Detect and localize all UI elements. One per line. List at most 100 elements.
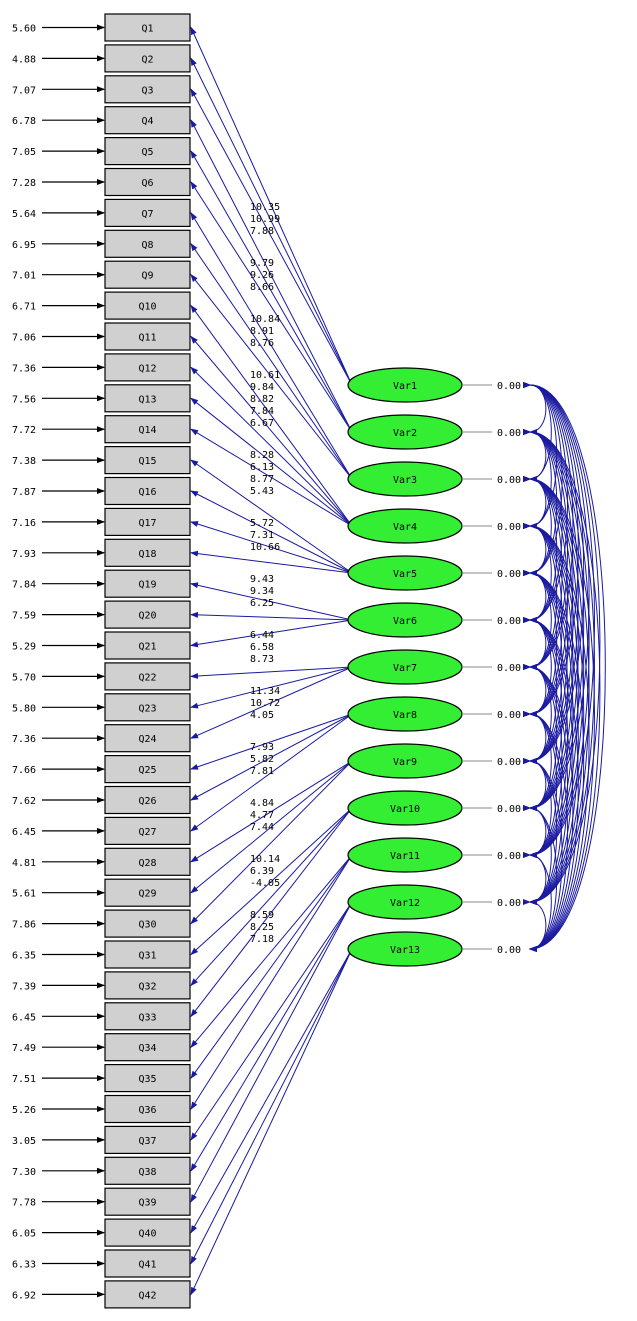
loading-arrow bbox=[190, 666, 353, 709]
observed-box bbox=[104, 322, 191, 351]
observed-q29: Q29 bbox=[104, 878, 191, 907]
error-variance-label: 6.35 bbox=[12, 951, 36, 962]
observed-box bbox=[104, 693, 191, 722]
loading-arrow bbox=[190, 181, 353, 433]
error-variance-label: 6.33 bbox=[12, 1260, 36, 1271]
latent-label: Var13 bbox=[390, 945, 420, 956]
loading-value-label: 8.73 bbox=[250, 654, 274, 665]
latent-var9: Var9 0.00 bbox=[347, 743, 521, 779]
observed-label: Q16 bbox=[138, 487, 156, 498]
loading-value-label: 9.84 bbox=[250, 382, 274, 393]
observed-q3: Q3 bbox=[104, 75, 191, 104]
error-q1: 5.60 bbox=[12, 24, 105, 35]
latent-var11: Var11 0.00 bbox=[347, 837, 521, 873]
observed-q21: Q21 bbox=[104, 631, 191, 660]
covariance-arc bbox=[522, 428, 574, 717]
observed-box bbox=[104, 662, 191, 691]
observed-label: Q27 bbox=[138, 827, 156, 838]
latent-layer: Var1 0.00 Var2 0.00 Var3 0.00 Var4 0.00 Var5 0.00… bbox=[347, 367, 521, 967]
observed-label: Q25 bbox=[138, 765, 156, 776]
observed-box bbox=[104, 13, 191, 42]
loading-arrow bbox=[190, 713, 353, 801]
observed-q18: Q18 bbox=[104, 538, 191, 567]
observed-label: Q20 bbox=[138, 611, 156, 622]
loading-value-label: -4.05 bbox=[250, 878, 280, 889]
latent-label: Var10 bbox=[390, 804, 420, 815]
latent-variance-label: 0.00 bbox=[497, 663, 521, 674]
observed-label: Q10 bbox=[138, 302, 156, 313]
loading-value-label: 7.18 bbox=[250, 934, 274, 945]
observed-box bbox=[104, 724, 191, 753]
observed-box bbox=[104, 816, 191, 846]
observed-label: Q1 bbox=[141, 24, 153, 35]
loading-arrow bbox=[190, 713, 353, 832]
latent-var2: Var2 0.00 bbox=[347, 414, 521, 450]
loading-arrow bbox=[190, 490, 353, 574]
loading-value-label: 10.99 bbox=[250, 214, 280, 225]
observed-label: Q35 bbox=[138, 1074, 156, 1085]
observed-box bbox=[104, 538, 191, 567]
latent-label: Var3 bbox=[393, 475, 417, 486]
observed-label: Q6 bbox=[141, 178, 153, 189]
error-variance-label: 7.86 bbox=[12, 920, 36, 931]
loading-value-label: 6.25 bbox=[250, 598, 274, 609]
observed-box bbox=[104, 631, 191, 660]
error-variance-label: 7.87 bbox=[12, 487, 36, 498]
error-q14: 7.72 bbox=[12, 425, 105, 436]
observed-q7: Q7 bbox=[104, 198, 191, 227]
observed-q36: Q36 bbox=[104, 1094, 191, 1124]
loading-arrow bbox=[190, 666, 353, 739]
observed-box bbox=[104, 940, 191, 969]
observed-label: Q7 bbox=[141, 209, 153, 220]
observed-box bbox=[104, 446, 191, 475]
observed-box bbox=[104, 353, 191, 382]
observed-box bbox=[104, 1249, 191, 1278]
loading-arrow bbox=[190, 948, 353, 1296]
observed-q23: Q23 bbox=[104, 693, 191, 722]
observed-box bbox=[104, 1156, 191, 1185]
loading-arrow bbox=[190, 948, 353, 1234]
loading-arrow bbox=[190, 550, 353, 574]
loading-arrow bbox=[190, 901, 353, 1141]
observed-q11: Q11 bbox=[104, 322, 191, 351]
loading-arrow bbox=[190, 948, 353, 1265]
loading-value-label: 6.67 bbox=[250, 418, 274, 429]
loading-arrow bbox=[190, 212, 353, 480]
loading-arrow bbox=[190, 88, 353, 386]
observed-box bbox=[104, 44, 191, 73]
loading-value-label: 6.13 bbox=[250, 462, 274, 473]
loading-value-label: 8.77 bbox=[250, 474, 274, 485]
error-variance-label: 7.36 bbox=[12, 363, 36, 374]
observed-q17: Q17 bbox=[104, 507, 191, 536]
observed-q26: Q26 bbox=[104, 785, 191, 815]
observed-label: Q17 bbox=[138, 518, 156, 529]
covariance-arc bbox=[522, 428, 601, 952]
observed-q20: Q20 bbox=[104, 600, 191, 629]
error-q10: 6.71 bbox=[12, 302, 105, 313]
error-q33: 6.45 bbox=[12, 1012, 105, 1023]
observed-label: Q38 bbox=[138, 1167, 156, 1178]
loading-value-label: 9.79 bbox=[250, 258, 274, 269]
observed-box bbox=[104, 600, 191, 629]
loading-arrow bbox=[190, 854, 353, 1048]
observed-q4: Q4 bbox=[104, 106, 191, 135]
error-q5: 7.05 bbox=[12, 147, 105, 158]
observed-q35: Q35 bbox=[104, 1063, 191, 1093]
latent-variance-label: 0.00 bbox=[497, 381, 521, 392]
loading-arrow bbox=[190, 807, 353, 987]
observed-label: Q39 bbox=[138, 1198, 156, 1209]
observed-label: Q42 bbox=[138, 1290, 156, 1301]
covariance-arc bbox=[522, 428, 585, 811]
error-q24: 7.36 bbox=[12, 734, 105, 745]
observed-q9: Q9 bbox=[104, 260, 191, 289]
observed-box bbox=[104, 198, 191, 227]
error-variance-label: 6.05 bbox=[12, 1229, 36, 1240]
covariance-arc bbox=[522, 569, 574, 858]
covariance-arc bbox=[522, 475, 585, 858]
loading-value-label: 10.84 bbox=[250, 314, 280, 325]
loading-value-label: 10.72 bbox=[250, 698, 280, 709]
error-q17: 7.16 bbox=[12, 518, 105, 529]
loading-arrow bbox=[190, 366, 353, 527]
observed-box bbox=[104, 384, 191, 413]
observed-label: Q29 bbox=[138, 889, 156, 900]
